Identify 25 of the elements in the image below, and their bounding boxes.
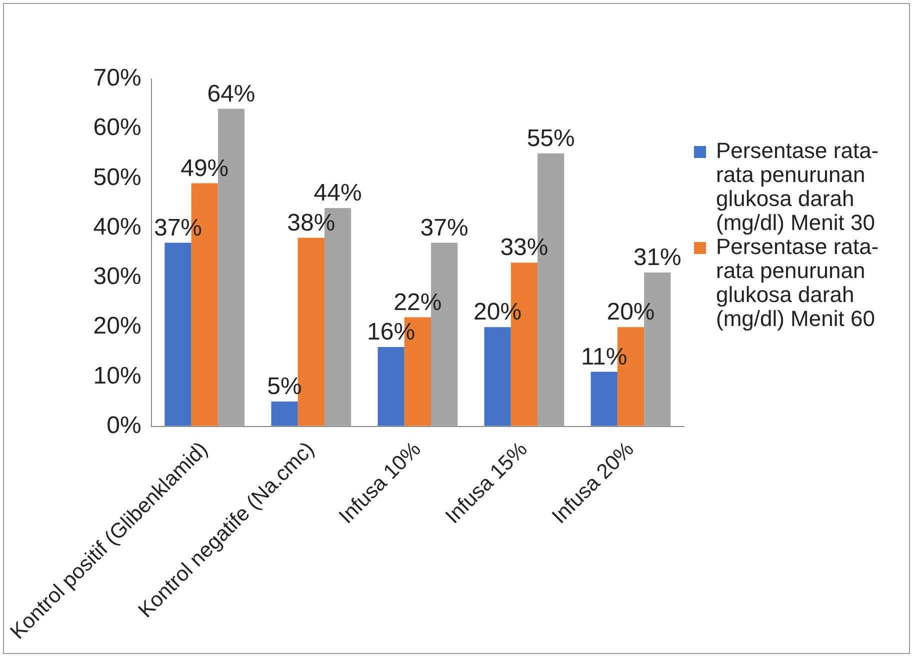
y-tick-label: 0%: [106, 412, 142, 439]
y-tick-label: 30%: [93, 263, 142, 290]
y-tick-label: 40%: [93, 213, 142, 240]
legend-label: Persentase rata-rata penurunan glukosa darah (mg/dl) Menit 60: [716, 234, 880, 331]
data-label: 22%: [394, 288, 442, 316]
data-label: 38%: [287, 209, 336, 236]
data-label: 37%: [420, 214, 468, 242]
bar: [484, 327, 511, 426]
y-tick-label: 20%: [93, 312, 142, 340]
bar: [164, 242, 192, 426]
data-label: 20%: [606, 298, 655, 326]
y-tick-label: 70%: [93, 64, 142, 92]
data-label: 49%: [180, 154, 229, 182]
bar: [590, 372, 618, 426]
y-tick-label: 50%: [93, 164, 142, 191]
bar: [378, 346, 404, 426]
y-tick-label: 10%: [93, 362, 142, 390]
data-label: 44%: [314, 180, 362, 207]
legend-label: Persentase rata-rata penurunan glukosa darah (mg/dl) Menit 30: [716, 138, 880, 235]
data-label: 31%: [633, 244, 682, 272]
bar: [271, 402, 298, 426]
y-tick-label: 60%: [93, 114, 142, 142]
data-label: 64%: [207, 80, 256, 108]
data-label: 33%: [500, 234, 548, 262]
data-label: 55%: [526, 125, 575, 152]
